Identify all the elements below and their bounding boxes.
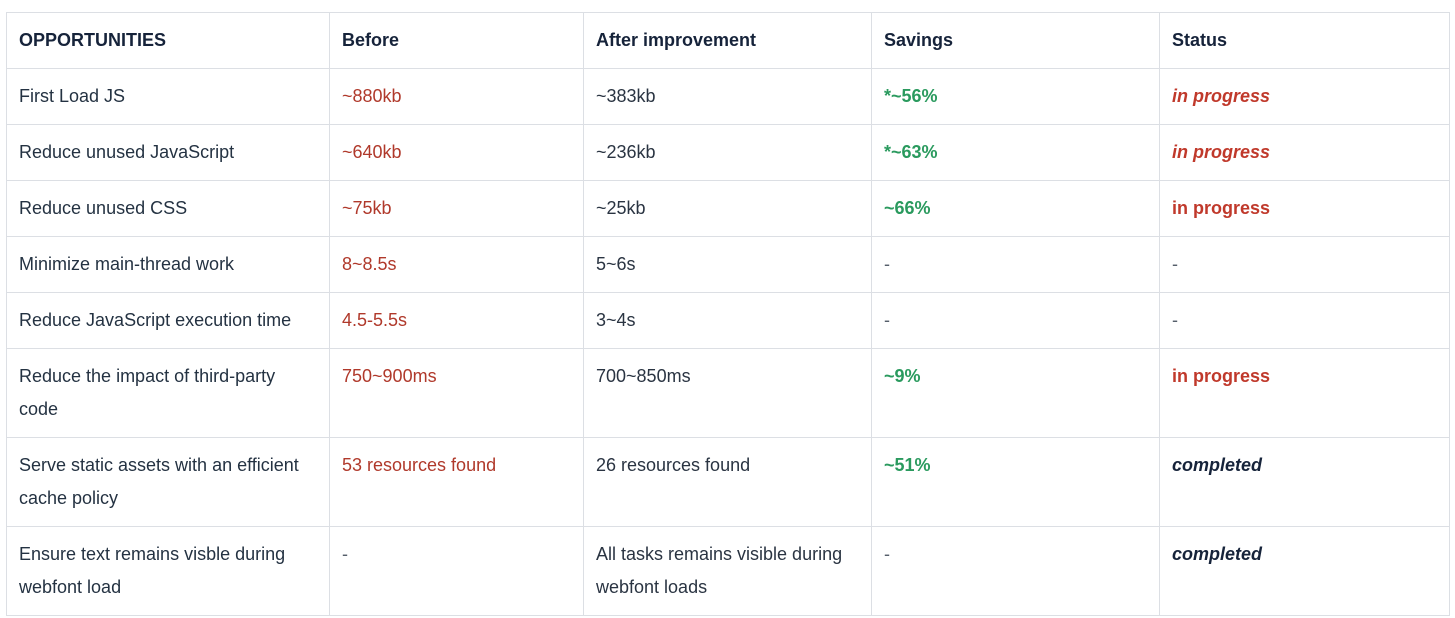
before-cell: - [329, 526, 584, 616]
after-cell: ~236kb [583, 124, 872, 181]
header-after-improvement: After improvement [583, 12, 872, 69]
after-cell: 700~850ms [583, 348, 872, 438]
before-cell: ~75kb [329, 180, 584, 237]
opportunity-cell: Serve static assets with an efficient ca… [6, 437, 330, 527]
before-cell: 53 resources found [329, 437, 584, 527]
savings-cell: ~66% [871, 180, 1160, 237]
before-cell: 8~8.5s [329, 236, 584, 293]
status-cell: in progress [1159, 348, 1450, 438]
header-before: Before [329, 12, 584, 69]
opportunity-cell: Ensure text remains visble during webfon… [6, 526, 330, 616]
status-cell: - [1159, 236, 1450, 293]
after-cell: 3~4s [583, 292, 872, 349]
opportunity-cell: First Load JS [6, 68, 330, 125]
savings-cell: - [871, 292, 1160, 349]
after-cell: 26 resources found [583, 437, 872, 527]
before-cell: ~640kb [329, 124, 584, 181]
opportunity-cell: Reduce the impact of third-party code [6, 348, 330, 438]
table-row: Minimize main-thread work 8~8.5s 5~6s - … [6, 236, 1450, 293]
opportunity-cell: Reduce JavaScript execution time [6, 292, 330, 349]
before-cell: ~880kb [329, 68, 584, 125]
opportunity-cell: Minimize main-thread work [6, 236, 330, 293]
before-cell: 750~900ms [329, 348, 584, 438]
table-row: Reduce unused JavaScript ~640kb ~236kb *… [6, 124, 1450, 181]
table-header-row: OPPORTUNITIES Before After improvement S… [6, 12, 1450, 69]
status-cell: - [1159, 292, 1450, 349]
after-cell: All tasks remains visible during webfont… [583, 526, 872, 616]
table-row: Reduce the impact of third-party code 75… [6, 348, 1450, 438]
before-cell: 4.5-5.5s [329, 292, 584, 349]
status-cell: in progress [1159, 68, 1450, 125]
opportunities-table: OPPORTUNITIES Before After improvement S… [6, 12, 1450, 616]
table-row: Reduce unused CSS ~75kb ~25kb ~66% in pr… [6, 180, 1450, 237]
savings-cell: *~56% [871, 68, 1160, 125]
table-row: Reduce JavaScript execution time 4.5-5.5… [6, 292, 1450, 349]
status-cell: completed [1159, 526, 1450, 616]
opportunity-cell: Reduce unused JavaScript [6, 124, 330, 181]
status-cell: in progress [1159, 180, 1450, 237]
header-opportunities: OPPORTUNITIES [6, 12, 330, 69]
status-cell: in progress [1159, 124, 1450, 181]
savings-cell: *~63% [871, 124, 1160, 181]
after-cell: ~25kb [583, 180, 872, 237]
savings-cell: - [871, 236, 1160, 293]
savings-cell: - [871, 526, 1160, 616]
table-row: Ensure text remains visble during webfon… [6, 526, 1450, 616]
header-status: Status [1159, 12, 1450, 69]
savings-cell: ~51% [871, 437, 1160, 527]
table-row: First Load JS ~880kb ~383kb *~56% in pro… [6, 68, 1450, 125]
status-cell: completed [1159, 437, 1450, 527]
after-cell: 5~6s [583, 236, 872, 293]
after-cell: ~383kb [583, 68, 872, 125]
opportunity-cell: Reduce unused CSS [6, 180, 330, 237]
header-savings: Savings [871, 12, 1160, 69]
savings-cell: ~9% [871, 348, 1160, 438]
table-row: Serve static assets with an efficient ca… [6, 437, 1450, 527]
